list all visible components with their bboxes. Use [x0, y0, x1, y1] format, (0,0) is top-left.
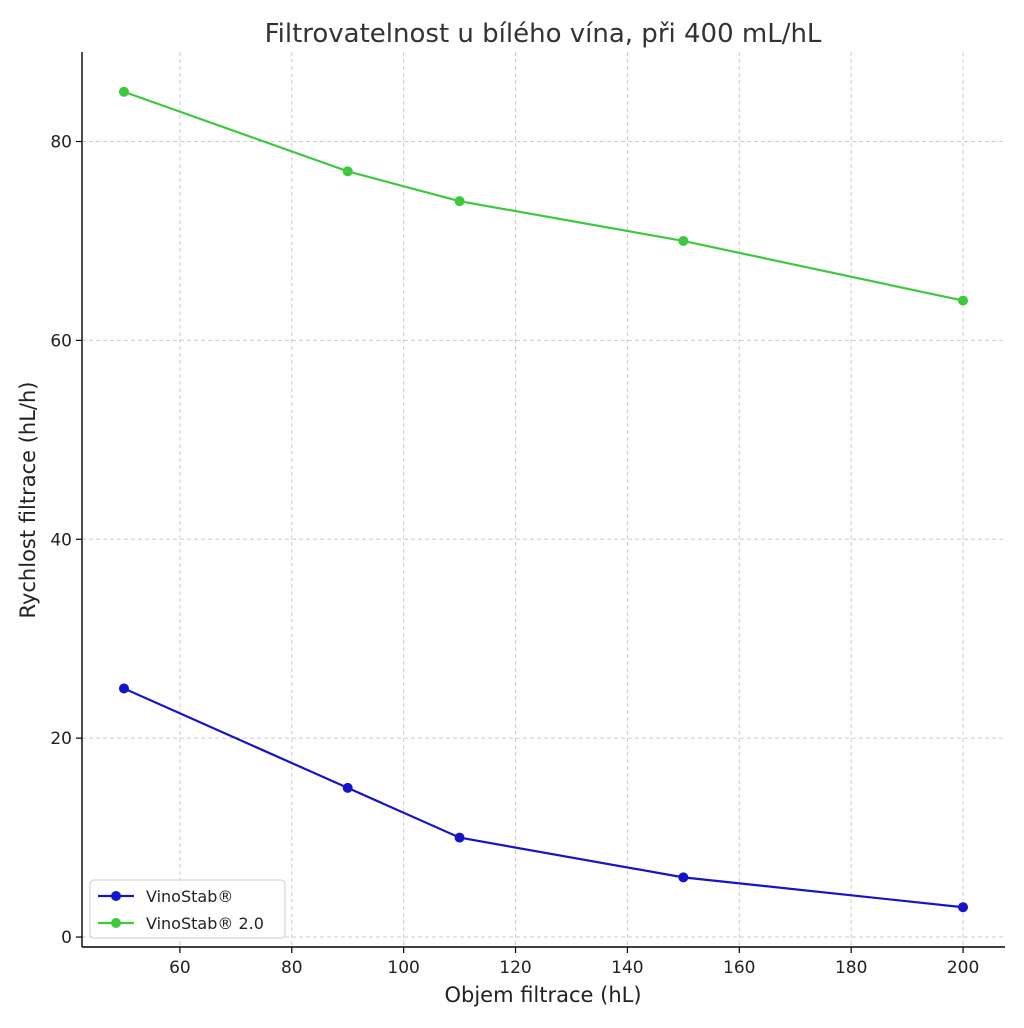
x-tick-label: 120: [499, 958, 531, 978]
y-tick-label: 0: [61, 928, 72, 948]
data-point: [342, 166, 353, 177]
y-tick-label: 60: [50, 331, 72, 351]
series-line-2: [123, 90, 964, 302]
legend-box: [89, 879, 286, 939]
chart-title: Filtrovatelnost u bílého vína, při 400 m…: [265, 19, 822, 49]
x-tick-label: 60: [169, 958, 191, 978]
x-tick-label: 140: [611, 958, 643, 978]
series: [118, 86, 969, 913]
x-tick-label: 200: [947, 958, 979, 978]
legend-label: VinoStab® 2.0: [146, 914, 264, 933]
x-tick-label: 80: [281, 958, 303, 978]
series-line-1: [123, 687, 964, 909]
data-point: [118, 683, 129, 694]
data-point: [454, 832, 465, 843]
axes: 60 80 100 120 140 160 180 200 0 20 40 60 80: [50, 52, 1005, 978]
y-axis-label: Rychlost filtrace (hL/h): [16, 382, 40, 619]
data-point: [342, 782, 353, 793]
legend-label: VinoStab®: [146, 887, 233, 906]
x-tick-label: 160: [723, 958, 755, 978]
legend: VinoStab® VinoStab® 2.0: [89, 879, 286, 939]
data-point: [958, 295, 969, 306]
grid: [82, 52, 1005, 947]
y-tick-label: 40: [50, 530, 72, 550]
x-tick-label: 100: [387, 958, 419, 978]
legend-swatch-marker: [111, 918, 121, 928]
data-point: [678, 872, 689, 883]
x-tick-label: 180: [835, 958, 867, 978]
x-axis-label: Objem filtrace (hL): [444, 983, 641, 1007]
data-point: [454, 196, 465, 207]
y-tick-label: 20: [50, 729, 72, 749]
y-tick-label: 80: [50, 133, 72, 153]
data-point: [678, 235, 689, 246]
data-point: [118, 86, 129, 97]
data-point: [958, 902, 969, 913]
legend-swatch-marker: [111, 891, 121, 901]
